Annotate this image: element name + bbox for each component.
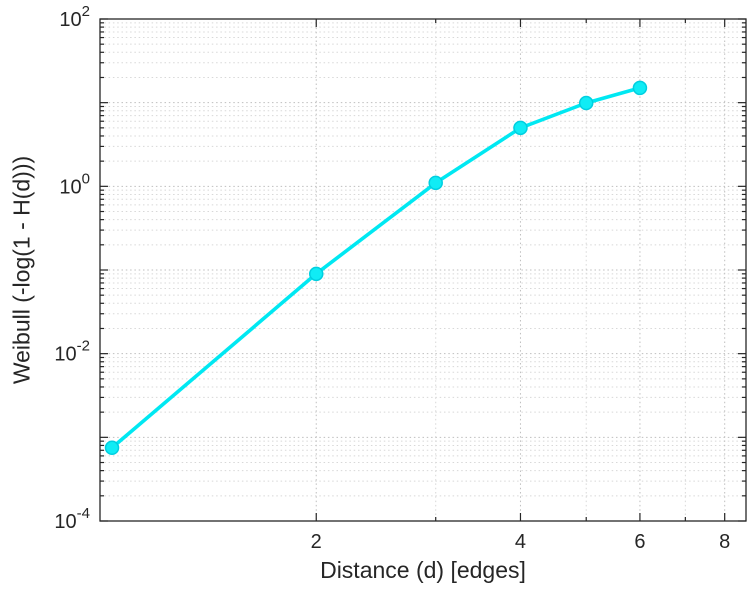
svg-text:10-2: 10-2 [54, 338, 90, 366]
svg-text:8: 8 [719, 531, 730, 553]
y-axis-label: Weibull (-log(1 - H(d))) [8, 155, 35, 385]
svg-text:4: 4 [515, 531, 526, 553]
svg-text:102: 102 [59, 3, 90, 31]
svg-text:6: 6 [634, 531, 645, 553]
svg-text:10-4: 10-4 [54, 505, 90, 533]
svg-text:100: 100 [59, 170, 90, 198]
x-axis-label: Distance (d) [edges] [320, 557, 526, 583]
svg-text:2: 2 [311, 531, 322, 553]
